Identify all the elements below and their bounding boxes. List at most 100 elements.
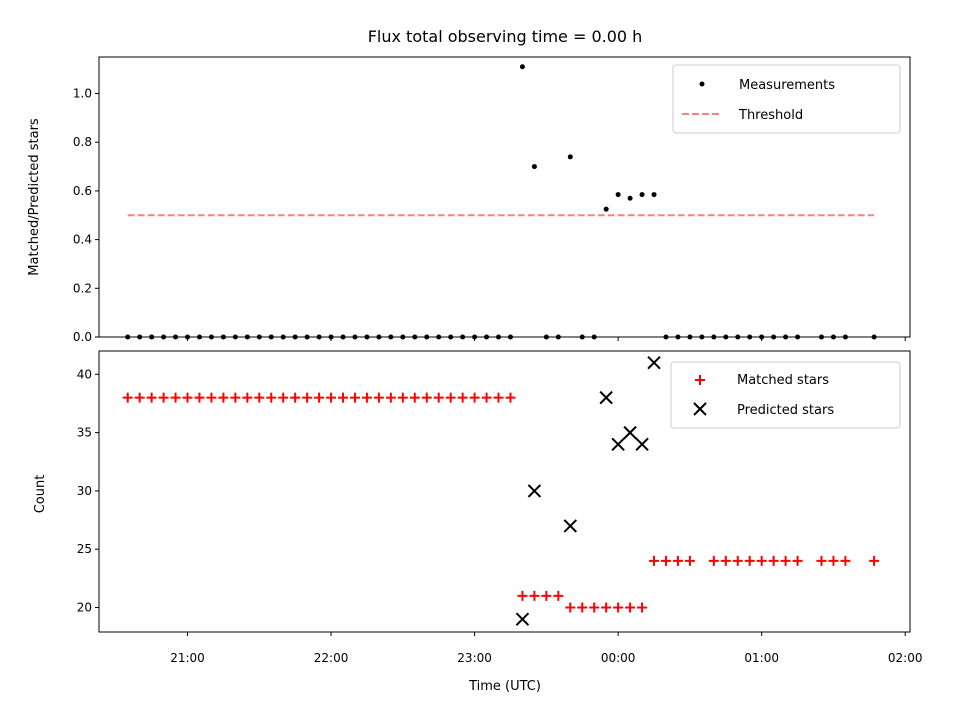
measurement-point <box>842 334 848 340</box>
predicted-star-stroke-b <box>515 612 530 626</box>
measurement-point <box>304 334 310 340</box>
measurement-point <box>424 334 430 340</box>
matched-star-point <box>278 392 289 403</box>
bottom-y-tick-label: 30 <box>77 484 92 498</box>
predicted-star-point <box>647 355 661 370</box>
measurement-point <box>747 334 753 340</box>
matched-star-point <box>732 555 743 566</box>
matched-star-point <box>385 392 396 403</box>
measurement-point <box>364 334 370 340</box>
measurement-point <box>161 334 167 340</box>
predicted-star-point <box>563 519 577 533</box>
matched-star-point <box>158 392 169 403</box>
matched-star-point <box>828 555 839 566</box>
matched-star-point <box>589 602 600 613</box>
measurement-point <box>436 334 442 340</box>
matched-star-point <box>481 392 492 403</box>
bottom-legend-box <box>670 361 901 429</box>
matched-star-point <box>194 392 205 403</box>
measurement-point <box>627 195 633 201</box>
measurement-point <box>699 334 705 340</box>
matched-star-point <box>840 555 851 566</box>
matched-star-point <box>601 602 612 613</box>
legend-threshold-label: Threshold <box>738 108 803 123</box>
x-axis-label: Time (UTC) <box>468 679 541 694</box>
predicted-star-stroke-b <box>623 425 637 440</box>
measurement-point <box>871 334 877 340</box>
measurement-point <box>830 334 836 340</box>
measurement-point <box>256 334 262 340</box>
matched-star-point <box>869 555 880 566</box>
top-y-tick-label: 0.0 <box>73 330 92 344</box>
measurement-point <box>173 334 179 340</box>
matched-star-point <box>122 392 133 403</box>
predicted-star-stroke-b <box>635 437 649 451</box>
measurement-point <box>579 334 585 340</box>
measurement-point <box>723 334 729 340</box>
bottom-y-tick-label: 25 <box>77 542 92 556</box>
x-tick-label: 02:00 <box>888 651 923 665</box>
matched-star-point <box>445 392 456 403</box>
measurement-point <box>783 334 789 340</box>
measurement-point <box>603 206 609 212</box>
measurement-point <box>519 64 525 70</box>
measurement-point <box>795 334 801 340</box>
x-tick-label: 23:00 <box>457 651 492 665</box>
bottom-axes-frame <box>98 350 911 633</box>
chart-title: Flux total observing time = 0.00 h <box>368 27 643 46</box>
x-tick-label: 00:00 <box>601 651 636 665</box>
predicted-star-point <box>611 437 625 451</box>
matched-star-point <box>397 392 408 403</box>
measurement-point <box>687 334 693 340</box>
matched-star-point <box>660 555 671 566</box>
matched-star-point <box>768 555 779 566</box>
measurement-point <box>388 334 394 340</box>
matched-star-point <box>302 392 313 403</box>
legend-predicted-marker <box>693 402 707 416</box>
bottom-plot-area: 20 25 30 35 40 21:00 22:00 23:00 00:00 01:00 02:00 <box>77 350 923 665</box>
matched-star-point <box>266 392 277 403</box>
matched-star-point <box>565 602 576 613</box>
measurement-point <box>460 334 466 340</box>
matched-star-point <box>744 555 755 566</box>
matched-star-point <box>816 555 827 566</box>
predicted-star-stroke-b <box>563 519 577 533</box>
matched-star-point <box>529 590 540 601</box>
measurement-point <box>292 334 298 340</box>
x-tick-label: 01:00 <box>744 651 779 665</box>
top-axes-frame <box>98 56 911 338</box>
legend-measurements-label: Measurements <box>739 78 835 93</box>
bottom-legend: Matched stars Predicted stars <box>670 361 901 429</box>
measurement-point <box>244 334 250 340</box>
x-tick-label: 21:00 <box>170 651 205 665</box>
measurement-point <box>759 334 765 340</box>
matched-star-point <box>720 555 731 566</box>
measurement-point <box>663 334 669 340</box>
bottom-y-tick-label: 40 <box>77 367 92 381</box>
measurement-point <box>185 334 191 340</box>
matched-star-point <box>230 392 241 403</box>
matched-star-point <box>349 392 360 403</box>
matched-star-point <box>242 392 253 403</box>
top-legend: Measurements Threshold <box>672 64 901 134</box>
legend-measurements-marker <box>699 81 705 87</box>
top-y-axis-label: Matched/Predicted stars <box>27 118 42 276</box>
matched-star-point <box>361 392 372 403</box>
measurement-point <box>507 334 513 340</box>
top-y-tick-label: 0.4 <box>73 233 92 247</box>
matched-star-point <box>625 602 636 613</box>
matched-star-point <box>326 392 337 403</box>
measurement-point <box>675 334 681 340</box>
measurement-point <box>376 334 382 340</box>
measurement-point <box>196 334 202 340</box>
measurement-point <box>484 334 490 340</box>
matched-star-point <box>290 392 301 403</box>
measurement-point <box>328 334 334 340</box>
top-y-tick-label: 1.0 <box>73 87 92 101</box>
measurement-point <box>615 192 621 198</box>
measurement-point <box>735 334 741 340</box>
matched-star-point <box>314 392 325 403</box>
matched-star-point <box>146 392 157 403</box>
measurement-point <box>711 334 717 340</box>
top-y-tick-label: 0.8 <box>73 135 92 149</box>
